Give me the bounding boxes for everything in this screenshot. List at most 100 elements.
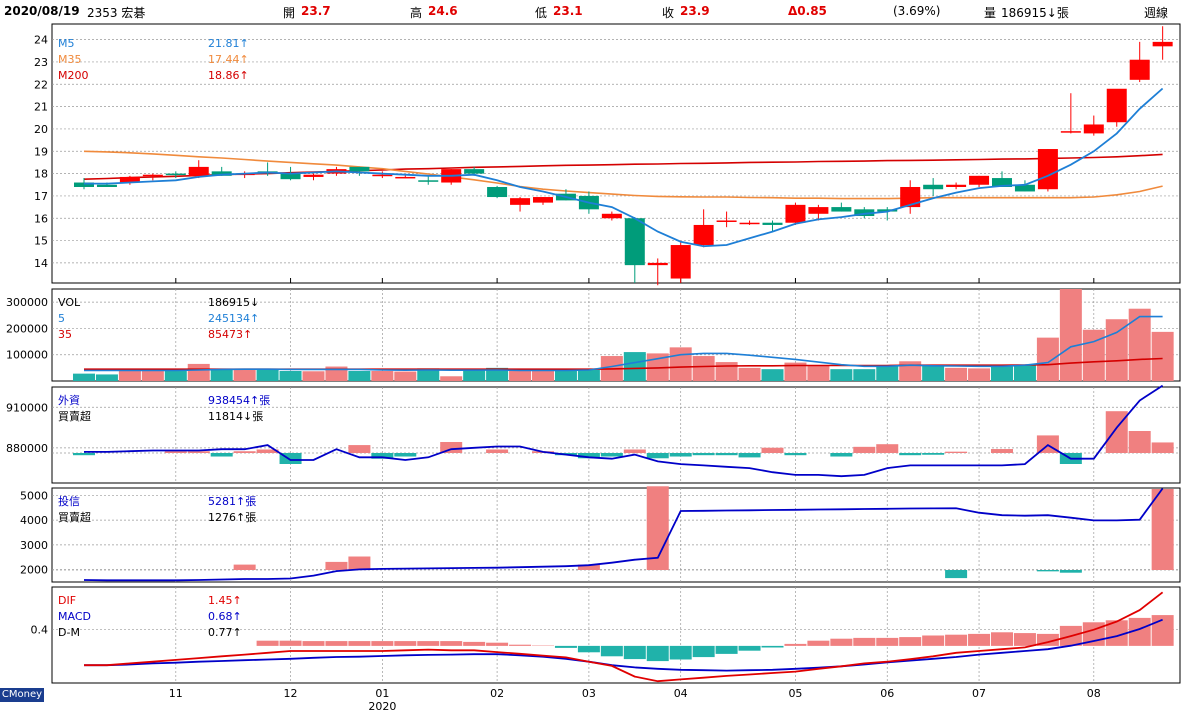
foreign-net-bar bbox=[715, 453, 738, 456]
foreign-net-bar bbox=[486, 449, 509, 453]
price-panel-frame bbox=[51, 23, 1181, 284]
foreign-legend-value: 11814↓張 bbox=[208, 410, 263, 423]
price-ytick-label: 20 bbox=[34, 123, 48, 136]
macd-dm-bar bbox=[830, 638, 853, 646]
xaxis-month-label: 04 bbox=[674, 687, 688, 700]
macd-dm-bar bbox=[1105, 620, 1128, 646]
volume-bar bbox=[968, 368, 991, 381]
macd-dm-bar bbox=[991, 632, 1013, 646]
macd-dm-bar bbox=[623, 645, 646, 660]
candle-up bbox=[188, 166, 209, 176]
foreign-net-bar bbox=[187, 451, 210, 453]
ma35-line bbox=[83, 150, 1163, 200]
candle-down bbox=[992, 178, 1012, 187]
xaxis-month-label: 03 bbox=[582, 687, 596, 700]
volume-bar bbox=[302, 371, 325, 381]
macd-legend-name: MACD bbox=[58, 610, 91, 623]
volume-bar bbox=[692, 356, 715, 381]
header-date: 2020/08/19 bbox=[4, 4, 80, 18]
candle-down bbox=[96, 184, 117, 187]
price-ytick-label: 24 bbox=[34, 34, 48, 47]
candle-up bbox=[1129, 59, 1150, 80]
price-ytick-label: 17 bbox=[34, 190, 48, 203]
trust-net-bar bbox=[577, 564, 600, 570]
volume-bar bbox=[784, 362, 807, 381]
xaxis-month-label: 08 bbox=[1087, 687, 1101, 700]
header-high-value: 24.6 bbox=[428, 4, 458, 18]
ma5-line bbox=[84, 87, 1164, 248]
volume-legend-value: 245134↑ bbox=[208, 312, 259, 325]
foreign-net-bar bbox=[899, 453, 922, 456]
foreign-net-bar bbox=[922, 453, 945, 455]
header-stock: 2353 宏碁 bbox=[87, 6, 146, 20]
xaxis-month-label: 01 bbox=[375, 687, 389, 700]
volume-bar bbox=[164, 371, 187, 381]
volume-legend-name: 35 bbox=[58, 328, 72, 341]
trust-panel-frame bbox=[51, 487, 1181, 583]
volume-bar bbox=[371, 371, 394, 381]
price-ytick-label: 22 bbox=[34, 78, 48, 91]
macd-legend-value: 0.77↑ bbox=[208, 626, 242, 639]
macd-dm-bar bbox=[325, 641, 348, 646]
volume-bar bbox=[233, 369, 256, 381]
candle-up bbox=[1152, 41, 1173, 47]
candle-up bbox=[969, 175, 990, 185]
foreign-net-bar bbox=[692, 453, 715, 456]
foreign-net-bar bbox=[738, 453, 761, 458]
volume-bar bbox=[738, 367, 761, 381]
candle-up bbox=[303, 174, 324, 177]
price-legend-value: 18.86↑ bbox=[208, 69, 249, 82]
macd-dm-bar bbox=[692, 645, 715, 658]
candle-down bbox=[854, 209, 875, 217]
foreign-net-bar bbox=[876, 444, 899, 453]
volume-bar bbox=[394, 371, 417, 381]
volume-bar bbox=[141, 369, 164, 381]
trust-net-bar bbox=[1036, 570, 1059, 572]
foreign-net-bar bbox=[348, 445, 371, 453]
foreign-net-bar bbox=[991, 449, 1013, 453]
volume-legend-name: VOL bbox=[58, 296, 81, 309]
macd-dm-bar bbox=[417, 641, 440, 646]
header-open-label: 開 bbox=[283, 6, 296, 20]
header-low-value: 23.1 bbox=[553, 4, 583, 18]
header-close-label: 收 bbox=[662, 6, 675, 20]
trust-legend-value: 5281↑張 bbox=[208, 495, 256, 508]
xaxis-year-label: 2020 bbox=[368, 700, 396, 713]
trust-legend-value: 1276↑張 bbox=[208, 511, 256, 524]
foreign-net-bar bbox=[646, 453, 669, 459]
candle-down bbox=[762, 222, 783, 225]
volume-bar bbox=[876, 365, 899, 381]
price-legend-value: 17.44↑ bbox=[208, 53, 249, 66]
xaxis-month-label: 05 bbox=[788, 687, 802, 700]
trust-ytick-label: 4000 bbox=[20, 514, 48, 527]
candle-down bbox=[211, 171, 232, 176]
trust-net-bar bbox=[1059, 570, 1082, 573]
foreign-net-bar bbox=[1128, 431, 1151, 453]
macd-dm-bar bbox=[922, 635, 945, 646]
volume-bar bbox=[853, 369, 876, 381]
volume-bar bbox=[761, 369, 784, 381]
candle-up bbox=[1037, 149, 1058, 190]
volume-bar bbox=[623, 352, 646, 381]
macd-dm-bar bbox=[669, 645, 692, 660]
trust-net-bar bbox=[325, 561, 348, 570]
candle-up bbox=[601, 213, 622, 219]
macd-dm-bar bbox=[577, 645, 600, 653]
foreign-net-bar bbox=[233, 451, 256, 453]
volume-ytick-label: 300000 bbox=[6, 296, 48, 309]
price-ytick-label: 19 bbox=[34, 145, 48, 158]
candle-up bbox=[1083, 124, 1104, 134]
macd-legend-value: 1.45↑ bbox=[208, 594, 242, 607]
trust-ytick-label: 2000 bbox=[20, 564, 48, 577]
foreign-net-bar bbox=[164, 451, 187, 453]
xaxis-month-label: 12 bbox=[284, 687, 298, 700]
foreign-net-bar bbox=[279, 453, 302, 464]
foreign-net-bar bbox=[853, 446, 876, 453]
price-legend-value: 21.81↑ bbox=[208, 37, 249, 50]
macd-dm-bar bbox=[853, 637, 876, 646]
candle-down bbox=[624, 218, 645, 266]
foreign-ytick-label: 910000 bbox=[6, 401, 48, 414]
period-selector[interactable]: 週線 bbox=[1144, 6, 1169, 20]
candle-up bbox=[510, 198, 531, 205]
candle-up bbox=[670, 245, 691, 279]
